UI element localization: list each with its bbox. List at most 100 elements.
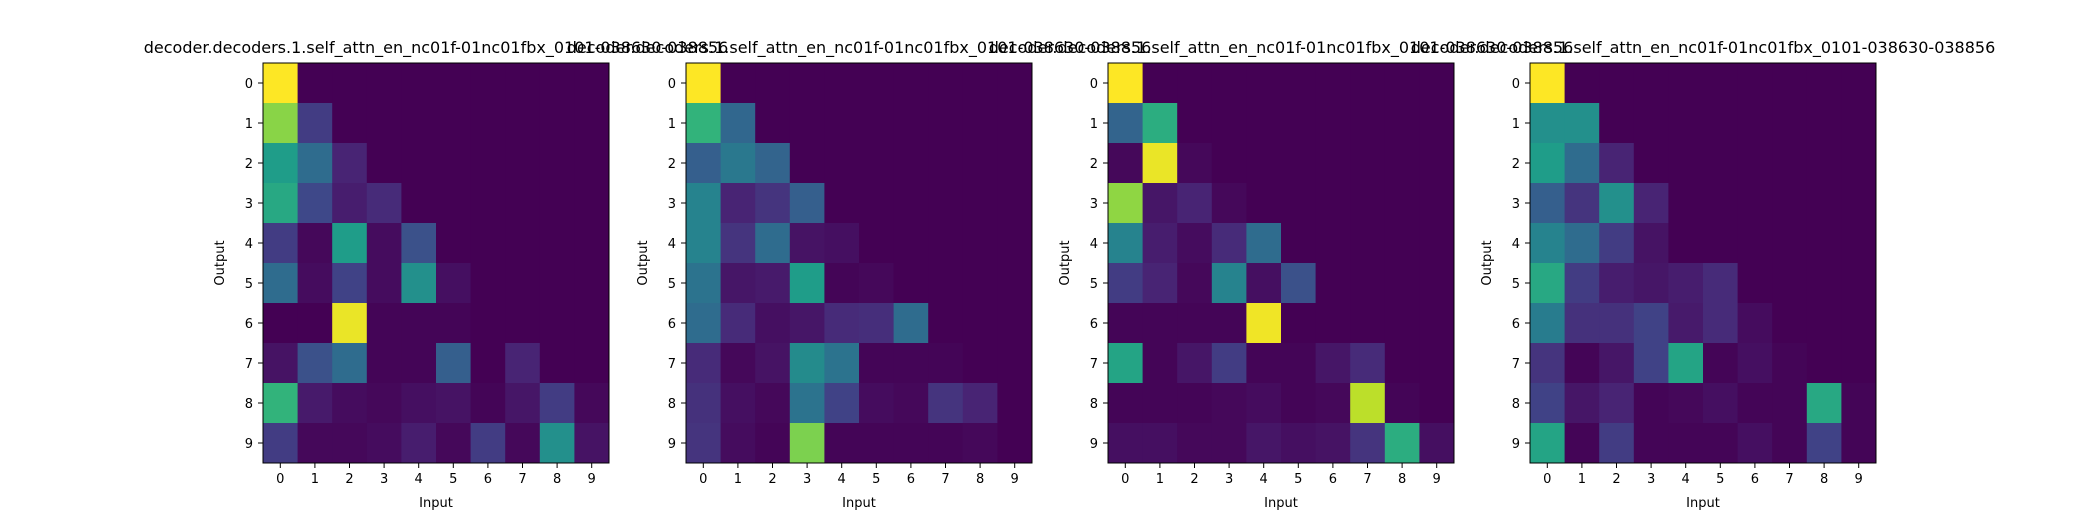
heatmap-cell-r1-c8	[1806, 103, 1842, 144]
heatmap-cell-r9-c5	[859, 423, 895, 464]
heatmap-cell-r4-c0	[1108, 223, 1144, 264]
heatmap-cell-r9-c1	[1142, 423, 1178, 464]
heatmap-cell-r3-c2	[1177, 183, 1213, 224]
x-tick-label: 0	[1121, 472, 1129, 487]
heatmap-cell-r1-c8	[539, 103, 575, 144]
y-tick-label: 8	[668, 397, 676, 412]
heatmap-cell-r0-c8	[962, 63, 998, 104]
x-tick-label: 7	[1785, 472, 1793, 487]
heatmap-cell-r9-c6	[893, 423, 929, 464]
heatmap-cell-r0-c3	[366, 63, 402, 104]
heatmap-cell-r8-c3	[1211, 383, 1247, 424]
heatmap-cell-r6-c7	[505, 303, 541, 344]
heatmap-cell-r8-c3	[1633, 383, 1669, 424]
heatmap-cell-r9-c8	[1384, 423, 1420, 464]
heatmap-cell-r2-c6	[893, 143, 929, 184]
heatmap-cell-r5-c2	[1599, 263, 1635, 304]
x-tick-label: 4	[1260, 472, 1268, 487]
heatmap-cell-r6-c0	[1108, 303, 1144, 344]
heatmap-cell-r6-c8	[962, 303, 998, 344]
y-tick-label: 0	[1512, 77, 1520, 92]
heatmap-cell-r0-c5	[436, 63, 472, 104]
heatmap-cell-r7-c7	[928, 343, 964, 384]
heatmap-cell-r2-c9	[1419, 143, 1455, 184]
heatmap-cell-r7-c9	[574, 343, 610, 384]
x-tick-label: 8	[1398, 472, 1406, 487]
heatmap-cell-r0-c5	[859, 63, 895, 104]
heatmap-cell-r7-c9	[997, 343, 1033, 384]
heatmap-cell-r8-c2	[1599, 383, 1635, 424]
heatmap-cell-r0-c2	[755, 63, 791, 104]
heatmap-cell-r8-c0	[686, 383, 722, 424]
heatmap-cell-r2-c4	[1246, 143, 1282, 184]
heatmap-cell-r3-c9	[574, 183, 610, 224]
heatmap-cell-r1-c7	[928, 103, 964, 144]
heatmap-cell-r6-c1	[720, 303, 756, 344]
heatmap-cell-r1-c9	[997, 103, 1033, 144]
heatmap-cell-r3-c2	[755, 183, 791, 224]
heatmap-cell-r7-c0	[686, 343, 722, 384]
heatmap-cell-r1-c0	[1530, 103, 1566, 144]
heatmap-cell-r7-c8	[1806, 343, 1842, 384]
heatmap-cell-r3-c9	[1419, 183, 1455, 224]
y-axis-ticks: 0 1 2 3 4 5 6 7 8 9	[1090, 77, 1108, 452]
y-tick-label: 1	[1512, 117, 1520, 132]
heatmap-cell-r0-c2	[332, 63, 368, 104]
heatmap-cell-r3-c6	[1737, 183, 1773, 224]
heatmap-cell-r2-c3	[1211, 143, 1247, 184]
heatmap-cell-r4-c5	[436, 223, 472, 264]
heatmap-cell-r1-c7	[1350, 103, 1386, 144]
heatmap-cell-r3-c7	[928, 183, 964, 224]
y-tick-label: 8	[1512, 397, 1520, 412]
y-tick-label: 7	[1090, 357, 1098, 372]
heatmap-cell-r1-c9	[1419, 103, 1455, 144]
heatmap-cell-r2-c4	[824, 143, 860, 184]
heatmap-cell-r6-c8	[1384, 303, 1420, 344]
heatmap-cell-r2-c2	[1599, 143, 1635, 184]
heatmap-cell-r4-c7	[1772, 223, 1808, 264]
heatmap-cell-r5-c3	[1633, 263, 1669, 304]
heatmap-cell-r4-c1	[720, 223, 756, 264]
heatmap-cell-r6-c8	[1806, 303, 1842, 344]
heatmap-cell-r0-c2	[1177, 63, 1213, 104]
y-tick-label: 2	[668, 157, 676, 172]
heatmap-cell-r8-c4	[1668, 383, 1704, 424]
heatmap-cell-r6-c9	[1419, 303, 1455, 344]
heatmap-cell-r4-c3	[366, 223, 402, 264]
heatmap-cell-r2-c5	[1703, 143, 1739, 184]
heatmap-cell-r6-c0	[686, 303, 722, 344]
heatmap-cell-r5-c9	[1419, 263, 1455, 304]
heatmap-cell-r7-c6	[1737, 343, 1773, 384]
heatmap-cell-r1-c8	[962, 103, 998, 144]
x-tick-label: 2	[1612, 472, 1620, 487]
heatmap-cell-r6-c7	[928, 303, 964, 344]
heatmap-cell-r5-c8	[539, 263, 575, 304]
heatmap-cell-r8-c1	[297, 383, 333, 424]
heatmap-cell-r5-c0	[1108, 263, 1144, 304]
heatmap-cell-r8-c5	[436, 383, 472, 424]
x-axis-label: Input	[1686, 496, 1720, 511]
heatmap-cell-r5-c1	[1564, 263, 1600, 304]
y-tick-label: 8	[245, 397, 253, 412]
heatmap-cell-r0-c0	[686, 63, 722, 104]
heatmap-cell-r6-c7	[1772, 303, 1808, 344]
heatmap-cell-r9-c6	[1737, 423, 1773, 464]
heatmap-cell-r0-c1	[297, 63, 333, 104]
y-tick-label: 4	[1512, 237, 1520, 252]
heatmap-cell-r9-c9	[1841, 423, 1877, 464]
heatmap-cell-r7-c9	[1841, 343, 1877, 384]
heatmap-cell-r1-c6	[470, 103, 506, 144]
heatmap-cell-r6-c6	[893, 303, 929, 344]
heatmap-cell-r2-c2	[755, 143, 791, 184]
heatmap-cell-r0-c5	[1703, 63, 1739, 104]
heatmap-cell-r0-c4	[1246, 63, 1282, 104]
heatmap-cell-r9-c2	[1599, 423, 1635, 464]
heatmap-cell-r6-c3	[1633, 303, 1669, 344]
heatmap-cell-r3-c0	[686, 183, 722, 224]
heatmap-cell-r0-c9	[997, 63, 1033, 104]
y-axis-label: Output	[213, 240, 228, 285]
heatmap-cell-r7-c8	[539, 343, 575, 384]
heatmap-cell-r7-c2	[332, 343, 368, 384]
heatmap-cell-r8-c1	[1564, 383, 1600, 424]
